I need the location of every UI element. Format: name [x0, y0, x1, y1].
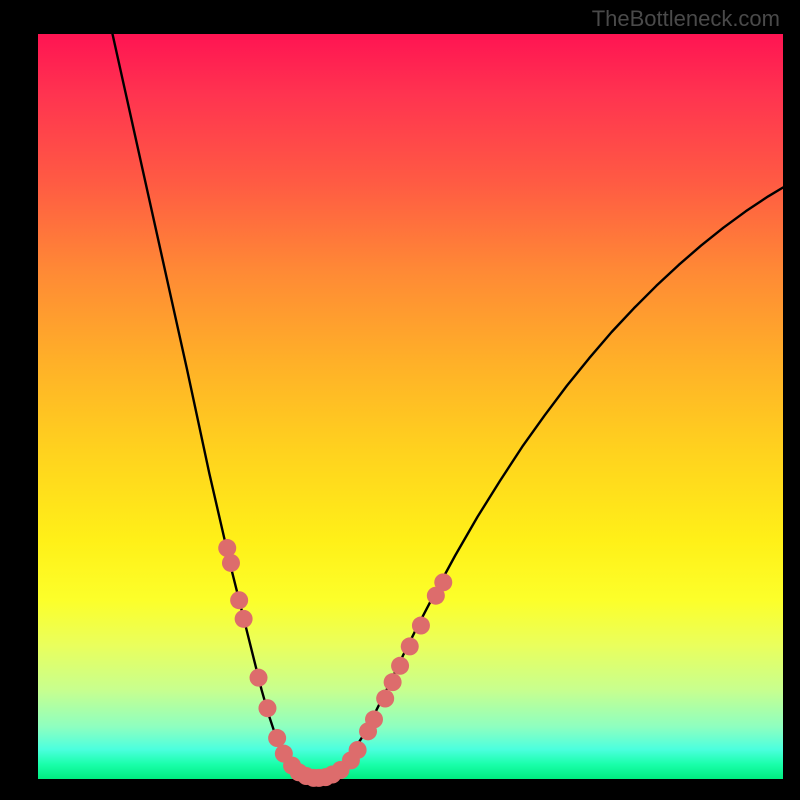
data-marker — [230, 591, 248, 609]
bottleneck-curve — [113, 34, 784, 778]
chart-container: TheBottleneck.com — [0, 0, 800, 800]
chart-overlay — [0, 0, 800, 800]
data-marker — [434, 573, 452, 591]
data-marker — [401, 637, 419, 655]
data-marker — [412, 617, 430, 635]
data-marker — [250, 669, 268, 687]
data-marker — [365, 710, 383, 728]
data-marker — [222, 554, 240, 572]
data-marker — [391, 657, 409, 675]
data-marker — [268, 729, 286, 747]
data-marker — [384, 673, 402, 691]
data-marker — [349, 741, 367, 759]
data-marker — [235, 610, 253, 628]
data-marker — [258, 699, 276, 717]
data-marker — [376, 690, 394, 708]
marker-group — [218, 539, 452, 787]
watermark-text: TheBottleneck.com — [592, 6, 780, 32]
